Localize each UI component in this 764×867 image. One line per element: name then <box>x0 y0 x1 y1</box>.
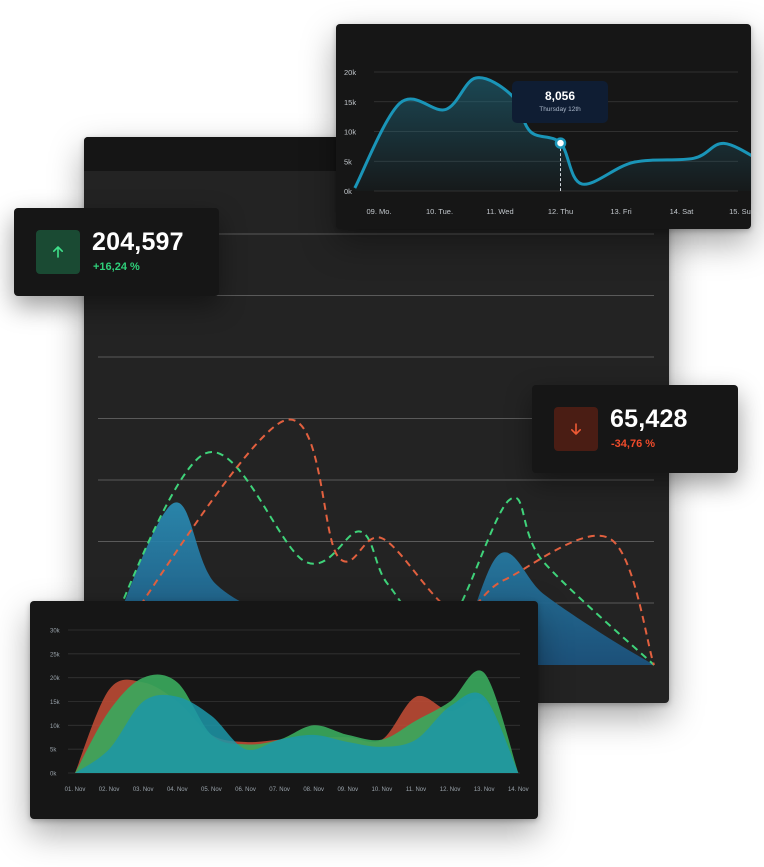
x-tick-label: 01. Nov <box>65 787 86 793</box>
x-tick-label: 14. Nov <box>508 787 529 793</box>
series-dashed-line <box>99 450 655 666</box>
y-tick-label: 25k <box>50 652 61 658</box>
y-tick-label: 5k <box>344 157 352 166</box>
y-tick-label: 0k <box>50 772 57 778</box>
y-tick-label: 5k <box>50 748 57 754</box>
x-tick-label: 14. Sat <box>670 207 695 216</box>
kpi-increase-delta: +16,24 % <box>93 261 140 273</box>
x-tick-label: 03. Nov <box>133 787 154 793</box>
highlight-point[interactable] <box>554 137 567 149</box>
x-tick-label: 09. Nov <box>337 787 358 793</box>
tooltip-date: Thursday 12th <box>539 106 581 113</box>
x-tick-label: 13. Fri <box>610 207 632 216</box>
tooltip-value: 8,056 <box>544 89 576 103</box>
monthly-chart-svg: 0k 5k 10k 15k 20k 25k 30k 01. Nov 02. Nov 03. No… <box>50 629 529 794</box>
x-tick-label: 04. Nov <box>167 787 188 793</box>
y-tick-label: 15k <box>344 98 356 107</box>
kpi-decrease-delta: -34,76 % <box>611 438 656 450</box>
kpi-decrease-value: 65,428 <box>610 405 688 433</box>
x-tick-label: 09. Mo. <box>366 207 391 216</box>
x-tick-label: 13. Nov <box>474 787 495 793</box>
y-tick-label: 20k <box>50 676 61 682</box>
arrow-down-icon <box>554 407 598 451</box>
y-tick-label: 30k <box>50 629 61 635</box>
kpi-card-decrease: 65,428 -34,76 % <box>532 385 738 473</box>
x-tick-label: 02. Nov <box>99 787 120 793</box>
y-tick-label: 10k <box>344 128 356 137</box>
series-line <box>353 76 751 189</box>
y-tick-label: 20k <box>344 68 356 77</box>
daily-chart-svg: 0k 5k 10k 15k 20k 09. Mo. 10. Tue. 11. Wed 12. … <box>344 68 751 216</box>
monthly-chart-panel: 0k 5k 10k 15k 20k 25k 30k 01. Nov 02. Nov 03. No… <box>30 601 538 819</box>
arrow-up-icon <box>36 230 80 274</box>
daily-chart-panel: 0k 5k 10k 15k 20k 09. Mo. 10. Tue. 11. Wed 12. … <box>336 24 751 229</box>
x-tick-label: 10. Tue. <box>426 207 453 216</box>
x-tick-label: 07. Nov <box>269 787 290 793</box>
y-tick-label: 15k <box>50 700 61 706</box>
x-tick-label: 12. Nov <box>440 787 461 793</box>
x-tick-label: 10. Nov <box>372 787 393 793</box>
x-tick-label: 11. Wed <box>486 207 513 216</box>
y-tick-label: 0k <box>344 187 352 196</box>
kpi-increase-value: 204,597 <box>92 228 184 256</box>
x-tick-label: 08. Nov <box>303 787 324 793</box>
chart-tooltip: 8,056 Thursday 12th <box>512 81 608 123</box>
x-tick-label: 06. Nov <box>235 787 256 793</box>
kpi-card-increase: 204,597 +16,24 % <box>14 208 219 296</box>
x-tick-label: 11. Nov <box>406 787 426 793</box>
series-area <box>354 77 751 191</box>
y-tick-label: 10k <box>50 724 61 730</box>
x-tick-label: 05. Nov <box>201 787 222 793</box>
x-tick-label: 15. Sun <box>729 207 751 216</box>
x-tick-label: 12. Thu <box>548 207 573 216</box>
series-area <box>75 692 519 773</box>
